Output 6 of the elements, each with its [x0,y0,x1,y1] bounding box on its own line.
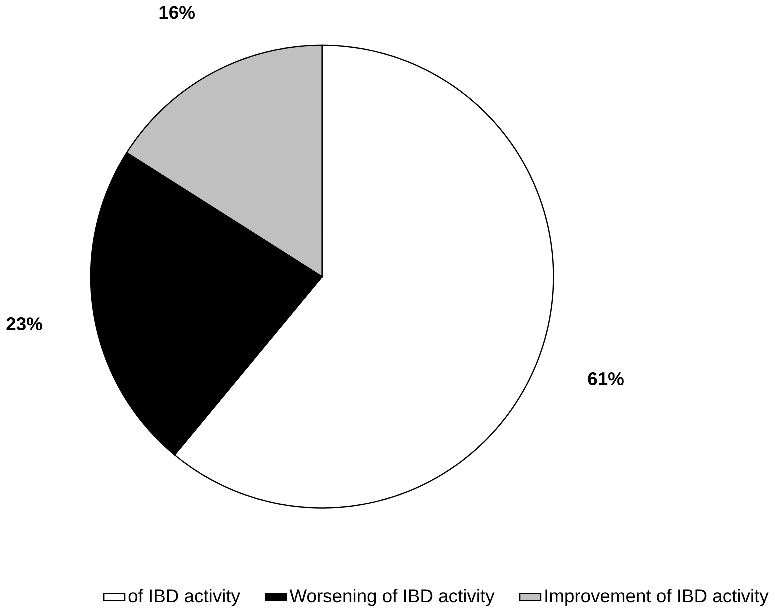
legend-label: of IBD activity [128,589,240,606]
legend-label: Worsening of IBD activity [290,589,495,606]
data-label: 16% [160,6,195,20]
data-label: 23% [6,317,42,330]
legend-label: Improvement of IBD activity [546,589,769,606]
data-label: 61% [588,372,624,386]
